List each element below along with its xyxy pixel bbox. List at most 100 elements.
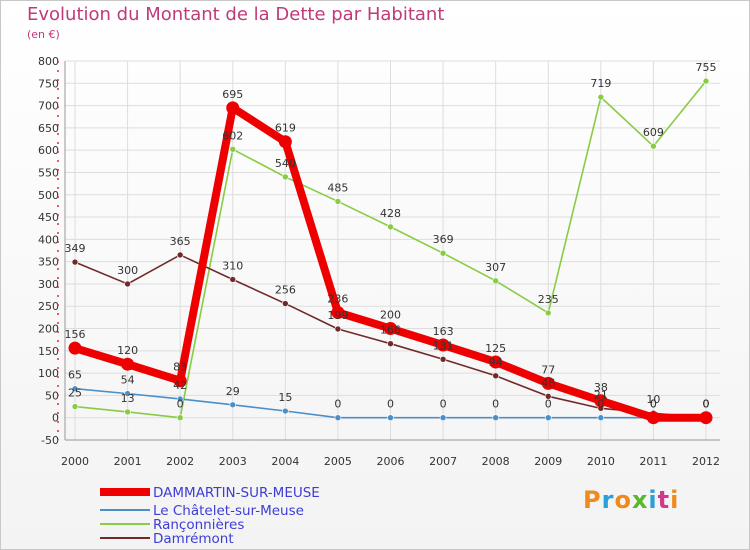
data-point: [646, 411, 660, 425]
data-point: [699, 411, 713, 425]
data-point: [282, 407, 289, 415]
data-point: [229, 276, 237, 283]
data-label: 38: [594, 381, 608, 394]
data-label: 0: [334, 398, 341, 411]
chart-series: [68, 77, 713, 425]
data-point: [384, 322, 397, 336]
data-point: [439, 249, 447, 257]
y-tick-label: 200: [38, 323, 59, 336]
data-label: 0: [492, 398, 499, 411]
x-tick-label: 2002: [166, 455, 194, 468]
y-tick-label: 550: [38, 166, 59, 179]
data-label: 609: [643, 126, 664, 139]
data-label: 200: [380, 309, 401, 322]
logo-letter: x: [631, 486, 649, 514]
x-tick-label: 2008: [482, 455, 510, 468]
data-label: 166: [380, 324, 401, 337]
data-label: 755: [696, 61, 717, 74]
data-label: 120: [117, 344, 138, 357]
legend-label: Damrémont: [153, 531, 234, 547]
data-label: 0: [440, 398, 447, 411]
logo-letter: o: [614, 486, 632, 514]
data-label: 125: [485, 342, 506, 355]
data-point: [597, 93, 605, 101]
data-label: 236: [327, 292, 348, 305]
data-label: 0: [597, 398, 604, 411]
x-tick-label: 2005: [324, 455, 352, 468]
data-point: [71, 385, 79, 393]
data-point: [436, 338, 450, 352]
data-label: 256: [275, 284, 296, 297]
x-tick-label: 2007: [429, 455, 457, 468]
chart-legend: DAMMARTIN-SUR-MEUSE Le Châtelet-sur-Meuse…: [100, 485, 320, 547]
x-tick-label: 2011: [639, 455, 667, 468]
x-tick-label: 2001: [114, 455, 142, 468]
data-point: [229, 401, 237, 409]
data-point: [489, 355, 503, 369]
data-point: [544, 414, 552, 422]
x-tick-label: 2010: [587, 455, 615, 468]
data-label: 29: [226, 385, 240, 398]
data-point: [650, 142, 657, 150]
data-label: 310: [222, 259, 243, 272]
chart-unit: (en €): [27, 28, 60, 41]
data-point: [702, 77, 710, 85]
data-label: 0: [177, 398, 184, 411]
y-tick-label: 0: [52, 412, 59, 425]
data-point: [541, 376, 555, 390]
data-point: [594, 394, 608, 408]
data-label: 602: [222, 129, 243, 142]
data-label: 0: [703, 398, 710, 411]
data-label: 163: [433, 325, 454, 338]
data-point: [282, 300, 289, 307]
data-point: [492, 414, 499, 422]
data-label: 25: [68, 387, 82, 400]
data-label: 77: [541, 363, 555, 376]
data-label: 695: [222, 88, 243, 101]
legend-label: DAMMARTIN-SUR-MEUSE: [153, 485, 320, 501]
y-tick-label: 650: [38, 122, 59, 135]
y-tick-label: 500: [38, 189, 59, 202]
data-label: 0: [387, 398, 394, 411]
data-point: [544, 309, 552, 317]
x-tick-label: 2006: [377, 455, 405, 468]
data-point: [124, 280, 131, 288]
x-tick-label: 2004: [271, 455, 299, 468]
data-label: 307: [485, 261, 506, 274]
data-point: [176, 414, 184, 422]
data-label: 235: [538, 293, 559, 306]
data-point: [71, 403, 79, 410]
data-point: [176, 395, 184, 403]
data-point: [71, 258, 79, 266]
logo-letter: i: [648, 486, 658, 514]
data-point: [226, 101, 240, 115]
data-label: 83: [173, 361, 187, 374]
data-point: [173, 374, 187, 388]
data-point: [282, 173, 289, 181]
data-point: [492, 372, 499, 380]
data-point: [68, 341, 82, 355]
data-point: [121, 357, 135, 371]
data-point: [597, 414, 605, 422]
data-label: 10: [646, 393, 660, 406]
data-label: 0: [650, 398, 657, 411]
x-tick-label: 2012: [692, 455, 720, 468]
data-label: 42: [173, 379, 187, 392]
data-point: [229, 145, 237, 153]
chart-title: Evolution du Montant de la Dette par Hab…: [27, 4, 445, 25]
data-label: 540: [275, 157, 296, 170]
data-label: 300: [117, 264, 138, 277]
data-point: [387, 340, 394, 347]
logo-letter: i: [670, 486, 680, 514]
data-label: 54: [121, 374, 135, 387]
data-point: [124, 390, 131, 397]
x-tick-label: 2003: [219, 455, 247, 468]
y-tick-label: 150: [38, 345, 59, 358]
data-point: [387, 223, 394, 231]
logo-letter: P: [583, 486, 602, 514]
data-point: [439, 414, 447, 422]
x-tick-label: 2000: [61, 455, 89, 468]
data-point: [334, 198, 342, 205]
data-point: [439, 355, 447, 363]
